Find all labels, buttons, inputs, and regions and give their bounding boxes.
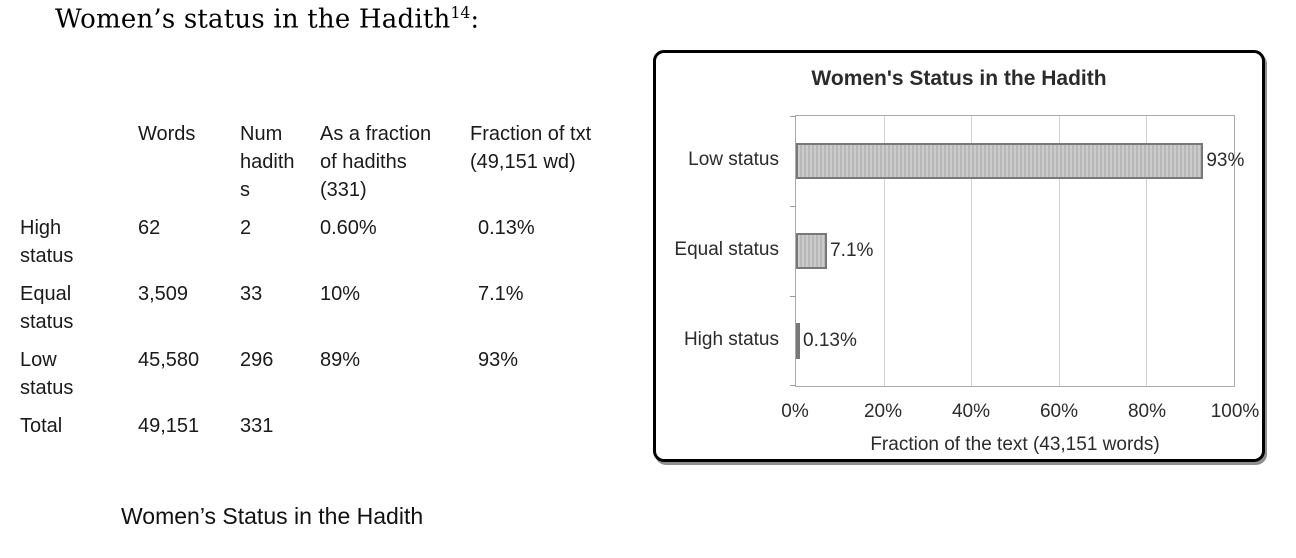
cell-total-frac-hadiths (320, 412, 470, 440)
cell-low-words: 45,580 (138, 349, 200, 371)
bar-row-equal-status: 7.1% (796, 206, 1234, 296)
cell-equal-frac-text: 7.1% (478, 283, 524, 305)
cell-low-num: 296 (240, 349, 274, 371)
cell-high-words: 62 (138, 217, 161, 239)
chart-plot-area: 93% 7.1% 0.13% (790, 115, 1244, 387)
footnote-ref[interactable]: 14 (450, 4, 471, 22)
cell-total-num: 331 (240, 415, 274, 437)
x-axis-ticks: 0% 20% 40% 60% 80% 100% (781, 401, 1259, 425)
gridline-80 (1146, 116, 1148, 386)
row-label-high-status: High status (20, 217, 74, 267)
table-header-fraction-text: Fraction of txt (49,151 wd) (470, 123, 592, 173)
bar-row-low-status: 93% (796, 116, 1244, 206)
cell-equal-num: 33 (240, 283, 263, 305)
bar-high-status (796, 323, 800, 359)
cell-high-num: 2 (240, 217, 252, 239)
row-label-total: Total (20, 415, 63, 437)
bar-value-equal-status: 7.1% (830, 240, 874, 261)
bar-chart-figure: Women's Status in the Hadith Low status … (653, 50, 1265, 462)
cell-high-frac-hadiths: 0.60% (320, 217, 377, 239)
y-axis-tick (790, 116, 796, 117)
cell-high-frac-text: 0.13% (478, 217, 535, 239)
table-header-num-hadiths: Num hadith s (240, 123, 295, 201)
cell-equal-words: 3,509 (138, 283, 189, 305)
x-tick-20: 20% (863, 401, 903, 422)
table-header-fraction-hadiths: As a fraction of hadiths (331) (320, 123, 432, 201)
bar-value-high-status: 0.13% (803, 330, 857, 351)
x-tick-40: 40% (951, 401, 991, 422)
table-header-empty (20, 120, 130, 204)
category-label-low-status: Low status (688, 149, 779, 170)
gridline-40 (971, 116, 973, 386)
cell-total-frac-text (470, 412, 600, 440)
bar-value-low-status: 93% (1206, 150, 1245, 171)
x-axis-label: Fraction of the text (43,151 words) (870, 434, 1160, 455)
status-table: Words Num hadith s As a fraction of hadi… (20, 120, 600, 440)
gridline-60 (1058, 116, 1060, 386)
x-tick-60: 60% (1039, 401, 1079, 422)
chart-title: Women's Status in the Hadith (811, 67, 1107, 90)
table-header-words: Words (138, 123, 196, 145)
page-title-text: Women’s status in the Hadith (55, 4, 451, 35)
bar-row-high-status: 0.13% (796, 296, 1234, 386)
page-title-colon: : (470, 4, 480, 35)
category-label-equal-status: Equal status (674, 239, 779, 260)
gridline-20 (883, 116, 885, 386)
row-label-equal-status: Equal status (20, 283, 74, 333)
page-title: Women’s status in the Hadith14: (55, 4, 479, 35)
chart-category-axis: Low status Equal status High status (662, 115, 787, 385)
y-axis-tick (790, 206, 796, 207)
y-axis-tick (790, 296, 796, 297)
cell-total-words: 49,151 (138, 415, 200, 437)
x-tick-100: 100% (1210, 401, 1260, 422)
cell-low-frac-text: 93% (478, 349, 519, 371)
figure-caption: Women’s Status in the Hadith (121, 503, 424, 529)
cell-equal-frac-hadiths: 10% (320, 283, 361, 305)
x-tick-0: 0% (781, 401, 809, 422)
bar-equal-status (796, 233, 828, 269)
cell-low-frac-hadiths: 89% (320, 349, 361, 371)
category-label-high-status: High status (683, 329, 779, 350)
y-axis-tick (790, 385, 796, 386)
x-tick-80: 80% (1127, 401, 1167, 422)
bar-low-status (796, 143, 1204, 179)
row-label-low-status: Low status (20, 349, 74, 399)
